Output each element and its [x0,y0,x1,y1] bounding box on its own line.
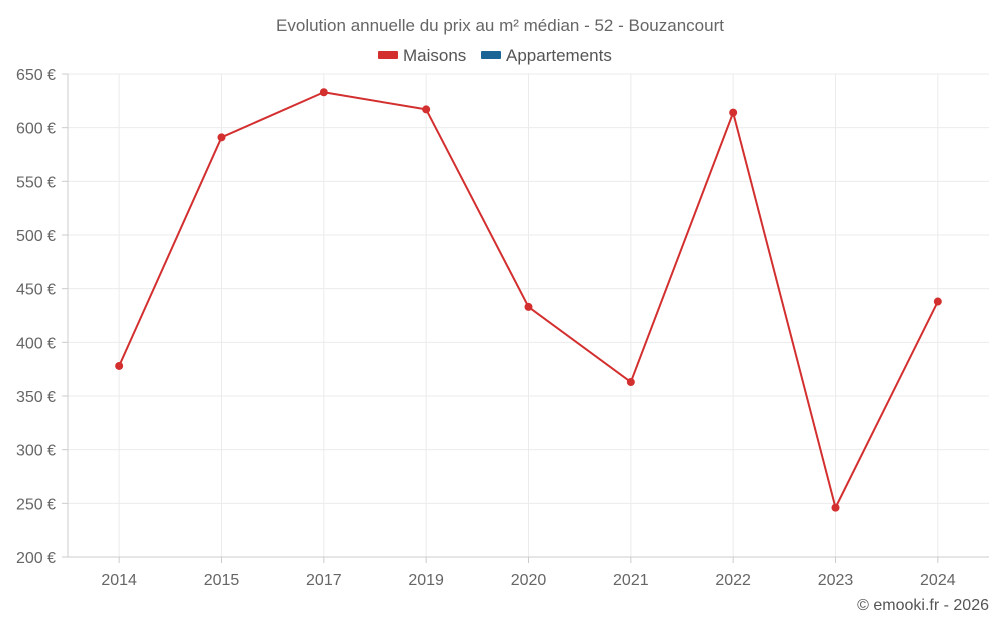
credit-text: © emooki.fr - 2026 [857,597,989,614]
x-tick-label: 2017 [306,572,342,589]
x-tick-label: 2020 [511,572,547,589]
grid [68,73,989,558]
data-point[interactable] [422,105,431,114]
data-point[interactable] [933,297,942,306]
y-tick-label: 650 € [16,67,56,84]
y-tick-label: 200 € [16,550,56,567]
x-tick-label: 2021 [613,572,649,589]
y-tick-label: 350 € [16,389,56,406]
data-point[interactable] [319,88,328,97]
y-tick-label: 400 € [16,335,56,352]
x-tick-label: 2019 [408,572,444,589]
data-point[interactable] [115,361,124,370]
legend-item-appartements[interactable]: Appartements [481,46,612,65]
data-point[interactable] [729,108,738,117]
legend-item-maisons[interactable]: Maisons [378,46,466,65]
y-tick-label: 550 € [16,174,56,191]
axes: 200 € 250 € 300 € 350 € 400 € 450 € 500 € 550 €… [16,67,989,589]
legend-label-appartements: Appartements [506,46,612,65]
data-point[interactable] [524,302,533,311]
legend: Maisons Appartements [378,46,612,65]
data-point[interactable] [626,378,635,387]
x-tick-label: 2022 [715,572,751,589]
data-point[interactable] [217,133,226,142]
x-tick-label: 2024 [920,572,956,589]
legend-swatch-appartements [481,51,501,59]
series [115,88,942,512]
y-tick-label: 250 € [16,496,56,513]
chart-title: Evolution annuelle du prix au m² médian … [276,16,724,35]
y-tick-label: 500 € [16,228,56,245]
y-tick-label: 300 € [16,443,56,460]
legend-label-maisons: Maisons [403,46,466,65]
legend-swatch-maisons [378,51,398,59]
y-tick-label: 600 € [16,121,56,138]
x-tick-label: 2015 [204,572,240,589]
x-tick-label: 2023 [818,572,854,589]
x-tick-label: 2014 [101,572,137,589]
y-tick-label: 450 € [16,282,56,299]
data-point[interactable] [831,503,840,512]
